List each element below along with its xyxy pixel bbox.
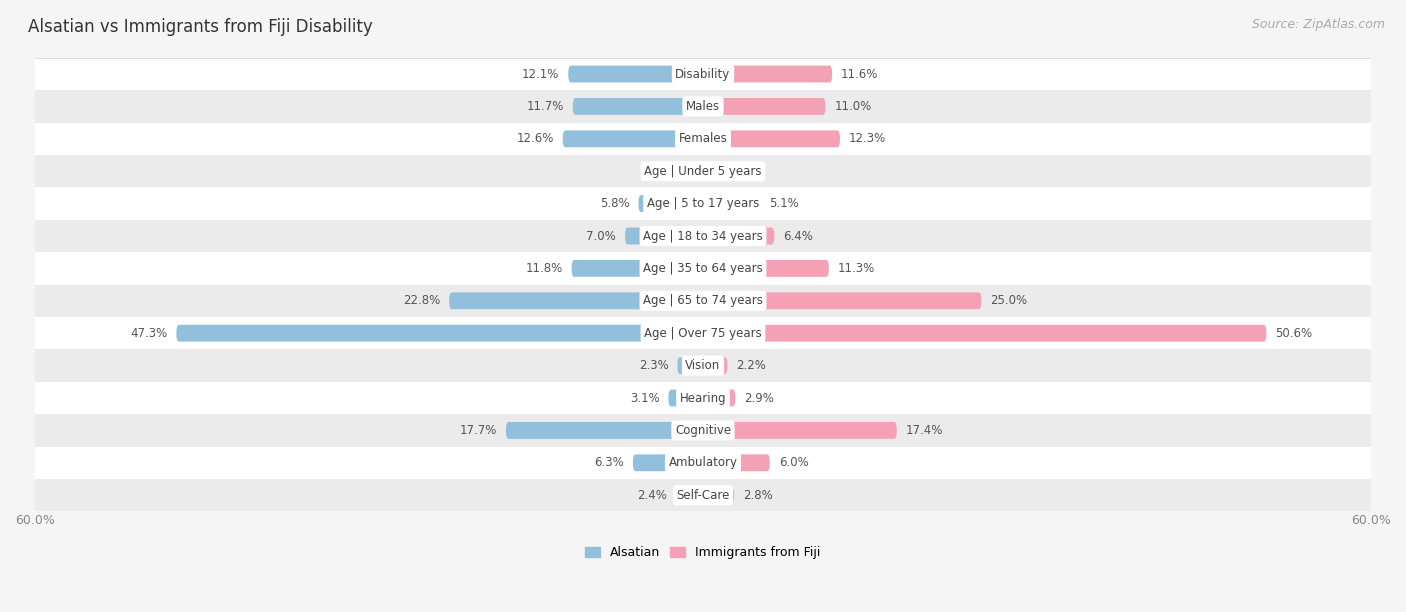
FancyBboxPatch shape [703, 65, 832, 83]
Text: Self-Care: Self-Care [676, 489, 730, 502]
Bar [35, 220, 1371, 252]
Bar [35, 479, 1371, 512]
Text: Alsatian vs Immigrants from Fiji Disability: Alsatian vs Immigrants from Fiji Disabil… [28, 18, 373, 36]
Bar [35, 285, 1371, 317]
Bar [35, 317, 1371, 349]
Bar [35, 252, 1371, 285]
FancyBboxPatch shape [703, 293, 981, 309]
Text: Age | 18 to 34 years: Age | 18 to 34 years [643, 230, 763, 242]
FancyBboxPatch shape [689, 163, 703, 180]
Text: 11.6%: 11.6% [841, 67, 879, 81]
FancyBboxPatch shape [176, 325, 703, 341]
Text: 7.0%: 7.0% [586, 230, 616, 242]
FancyBboxPatch shape [703, 130, 839, 147]
Bar [35, 122, 1371, 155]
FancyBboxPatch shape [449, 293, 703, 309]
Text: 17.4%: 17.4% [905, 424, 943, 437]
Text: 11.7%: 11.7% [526, 100, 564, 113]
FancyBboxPatch shape [703, 228, 775, 244]
FancyBboxPatch shape [703, 422, 897, 439]
Text: Disability: Disability [675, 67, 731, 81]
Bar [35, 90, 1371, 122]
Text: 2.3%: 2.3% [638, 359, 668, 372]
Bar [35, 447, 1371, 479]
Text: 6.0%: 6.0% [779, 457, 808, 469]
Text: 22.8%: 22.8% [404, 294, 440, 307]
Text: 17.7%: 17.7% [460, 424, 496, 437]
Text: 5.8%: 5.8% [600, 197, 630, 210]
FancyBboxPatch shape [703, 390, 735, 406]
Text: 3.1%: 3.1% [630, 392, 659, 405]
FancyBboxPatch shape [703, 98, 825, 115]
Text: 6.4%: 6.4% [783, 230, 813, 242]
FancyBboxPatch shape [633, 454, 703, 471]
Text: 12.6%: 12.6% [516, 132, 554, 145]
FancyBboxPatch shape [703, 325, 1267, 341]
Text: Cognitive: Cognitive [675, 424, 731, 437]
FancyBboxPatch shape [678, 357, 703, 374]
FancyBboxPatch shape [703, 260, 828, 277]
Text: 5.1%: 5.1% [769, 197, 799, 210]
Text: 25.0%: 25.0% [990, 294, 1028, 307]
Bar [35, 58, 1371, 90]
Bar [35, 155, 1371, 187]
Text: 2.9%: 2.9% [744, 392, 775, 405]
Bar [35, 382, 1371, 414]
Text: 11.0%: 11.0% [834, 100, 872, 113]
FancyBboxPatch shape [638, 195, 703, 212]
Text: Hearing: Hearing [679, 392, 727, 405]
FancyBboxPatch shape [703, 487, 734, 504]
Text: 11.3%: 11.3% [838, 262, 875, 275]
FancyBboxPatch shape [626, 228, 703, 244]
Text: 2.8%: 2.8% [744, 489, 773, 502]
Text: 1.2%: 1.2% [651, 165, 681, 177]
FancyBboxPatch shape [668, 390, 703, 406]
Text: 11.8%: 11.8% [526, 262, 562, 275]
FancyBboxPatch shape [562, 130, 703, 147]
Text: Ambulatory: Ambulatory [668, 457, 738, 469]
Legend: Alsatian, Immigrants from Fiji: Alsatian, Immigrants from Fiji [581, 541, 825, 564]
FancyBboxPatch shape [703, 357, 727, 374]
FancyBboxPatch shape [676, 487, 703, 504]
Text: Females: Females [679, 132, 727, 145]
Bar [35, 187, 1371, 220]
Text: 0.92%: 0.92% [723, 165, 759, 177]
Text: 47.3%: 47.3% [131, 327, 167, 340]
Text: Age | 35 to 64 years: Age | 35 to 64 years [643, 262, 763, 275]
Text: Males: Males [686, 100, 720, 113]
FancyBboxPatch shape [568, 65, 703, 83]
FancyBboxPatch shape [703, 163, 713, 180]
FancyBboxPatch shape [703, 454, 770, 471]
Text: Age | 5 to 17 years: Age | 5 to 17 years [647, 197, 759, 210]
FancyBboxPatch shape [703, 195, 759, 212]
Text: Vision: Vision [685, 359, 721, 372]
Bar [35, 349, 1371, 382]
Bar [35, 414, 1371, 447]
FancyBboxPatch shape [572, 98, 703, 115]
Text: 12.3%: 12.3% [849, 132, 886, 145]
Text: 6.3%: 6.3% [595, 457, 624, 469]
Text: Age | 65 to 74 years: Age | 65 to 74 years [643, 294, 763, 307]
Text: 50.6%: 50.6% [1275, 327, 1312, 340]
FancyBboxPatch shape [506, 422, 703, 439]
Text: Age | Under 5 years: Age | Under 5 years [644, 165, 762, 177]
Text: 2.2%: 2.2% [737, 359, 766, 372]
FancyBboxPatch shape [572, 260, 703, 277]
Text: 12.1%: 12.1% [522, 67, 560, 81]
Text: 2.4%: 2.4% [637, 489, 668, 502]
Text: Age | Over 75 years: Age | Over 75 years [644, 327, 762, 340]
Text: Source: ZipAtlas.com: Source: ZipAtlas.com [1251, 18, 1385, 31]
